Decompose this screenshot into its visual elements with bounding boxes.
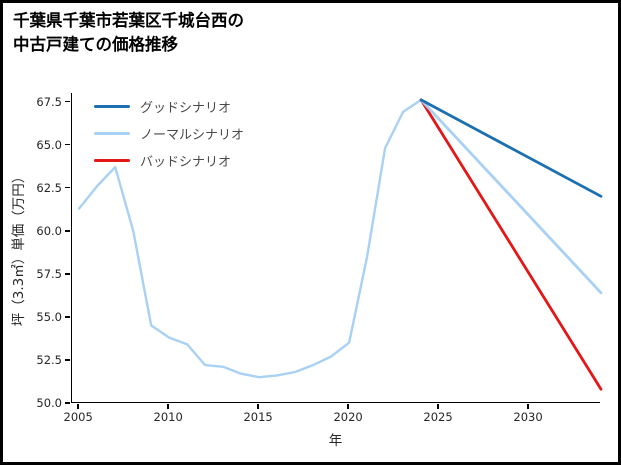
- x-tick-mark: [527, 404, 529, 409]
- legend-item: ノーマルシナリオ: [94, 124, 245, 143]
- y-tick-mark: [65, 316, 70, 318]
- chart-title: 千葉県千葉市若葉区千城台西の 中古戸建ての価格推移: [13, 9, 244, 57]
- x-tick-mark: [257, 404, 259, 409]
- x-tick-mark: [437, 404, 439, 409]
- x-tick-label: 2025: [423, 410, 453, 424]
- legend-item: バッドシナリオ: [94, 151, 244, 170]
- chart-title-line1: 千葉県千葉市若葉区千城台西の: [13, 11, 244, 30]
- y-tick-mark: [65, 100, 70, 103]
- line-chart-svg: [77, 98, 603, 391]
- legend-line-swatch: [94, 158, 130, 162]
- y-tick-label: 55.0: [36, 309, 62, 324]
- y-tick-mark: [65, 186, 70, 189]
- x-tick-label: 2030: [513, 410, 543, 424]
- legend: グッドシナリオ ノーマルシナリオ バッドシナリオ: [94, 97, 245, 170]
- y-tick-mark: [65, 230, 70, 232]
- y-tick-mark: [65, 402, 70, 404]
- y-tick-label: 57.5: [36, 266, 62, 281]
- series-line-good-scenario: [419, 98, 603, 198]
- y-tick-mark: [65, 359, 70, 361]
- legend-line-swatch: [94, 131, 130, 135]
- series-line-bad-scenario: [419, 98, 603, 391]
- y-tick-label: 67.5: [36, 94, 62, 109]
- x-tick-label: 2020: [333, 410, 363, 424]
- x-tick-mark: [347, 404, 349, 409]
- y-tick-label: 62.5: [36, 180, 62, 195]
- legend-label: グッドシナリオ: [140, 100, 232, 116]
- series-line-history: [77, 98, 423, 379]
- y-tick-label: 52.5: [36, 352, 62, 367]
- y-tick-mark: [65, 143, 70, 146]
- y-tick-label: 60.0: [36, 223, 62, 238]
- x-tick-mark: [167, 404, 169, 409]
- chart-title-line2: 中古戸建ての価格推移: [13, 34, 178, 54]
- legend-item: グッドシナリオ: [94, 97, 244, 116]
- x-tick-mark: [77, 404, 79, 409]
- x-tick-label: 2010: [153, 410, 183, 424]
- y-tick-mark: [65, 273, 70, 275]
- y-tick-label: 65.0: [36, 137, 62, 152]
- plot-area: グッドシナリオ ノーマルシナリオ バッドシナリオ: [71, 93, 603, 403]
- x-axis-label: 年: [328, 433, 343, 449]
- series-line-normal-scenario: [419, 98, 603, 295]
- legend-line-swatch: [94, 104, 130, 108]
- x-tick-label: 2015: [243, 410, 273, 424]
- x-tick-label: 2005: [63, 410, 93, 424]
- legend-label: ノーマルシナリオ: [140, 127, 245, 143]
- legend-label: バッドシナリオ: [140, 154, 232, 170]
- y-tick-label: 50.0: [36, 396, 62, 410]
